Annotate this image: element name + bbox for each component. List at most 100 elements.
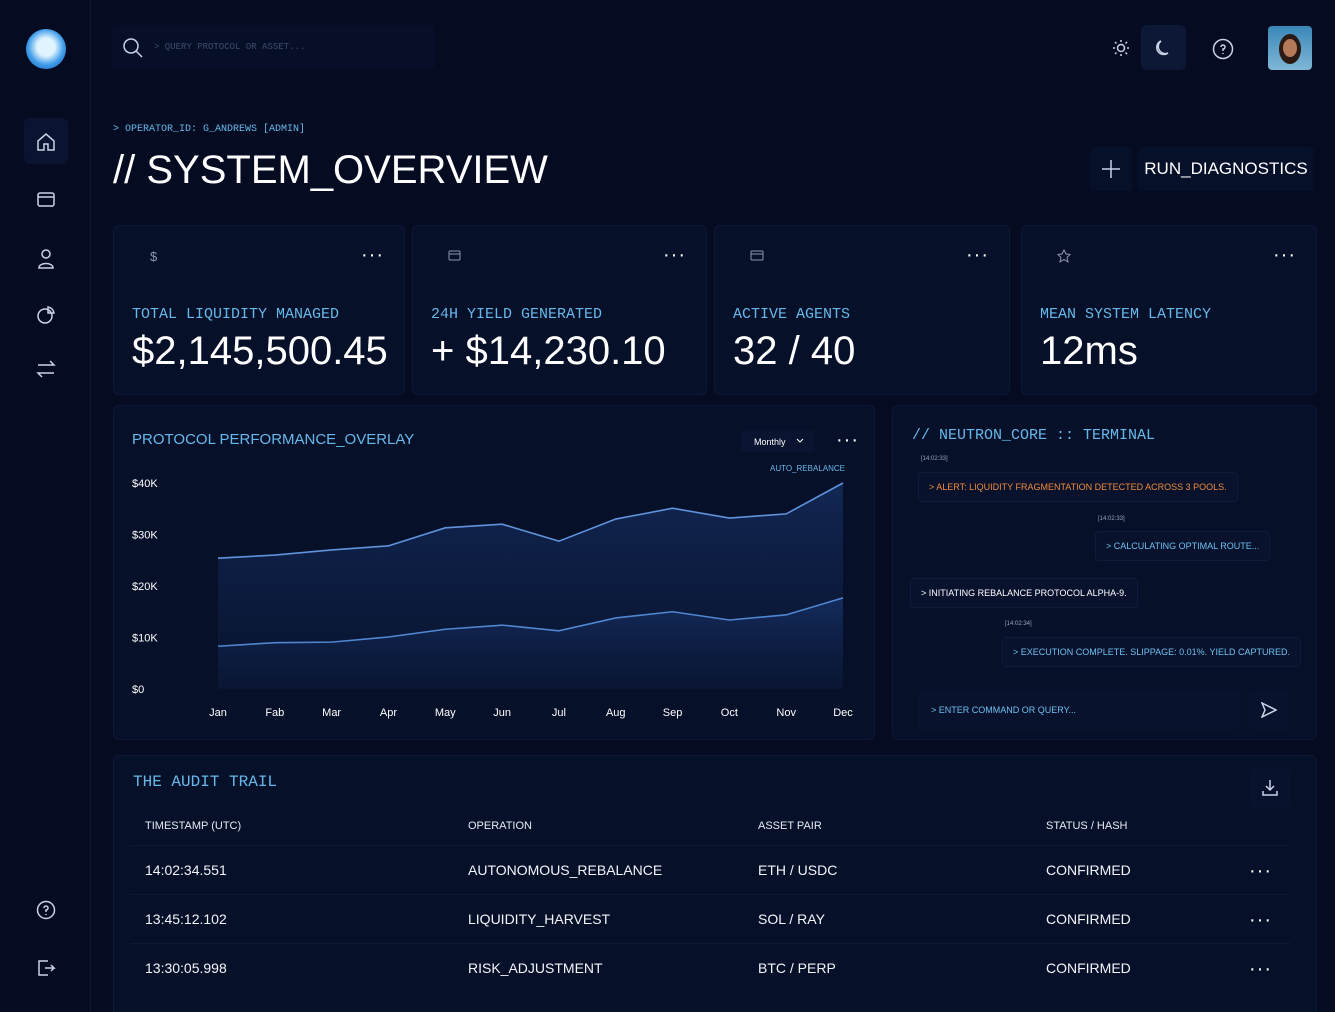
x-tick-label: Jan — [209, 707, 227, 719]
stat-value: + $14,230.10 — [431, 329, 666, 373]
x-tick-label: Dec — [833, 707, 853, 719]
terminal-message: > ALERT: LIQUIDITY FRAGMENTATION DETECTE… — [918, 472, 1238, 502]
y-tick-label: $0 — [132, 684, 144, 696]
table-cell: CONFIRMED — [1046, 960, 1131, 976]
stat-icon — [448, 250, 461, 261]
terminal-message: > EXECUTION COMPLETE. SLIPPAGE: 0.01%. Y… — [1002, 637, 1302, 667]
avatar[interactable] — [1268, 26, 1312, 70]
more-button[interactable]: ··· — [663, 244, 686, 266]
swap-icon[interactable] — [36, 359, 56, 379]
more-button[interactable]: ··· — [361, 244, 384, 266]
more-button: ··· — [836, 429, 859, 451]
x-tick-label: Apr — [380, 707, 397, 719]
stat-icon — [750, 250, 764, 261]
user-icon[interactable] — [36, 248, 56, 270]
add-button[interactable] — [1090, 147, 1132, 191]
stat-label: TOTAL LIQUIDITY MANAGED — [132, 306, 340, 323]
row-menu[interactable]: ··· — [1249, 958, 1272, 980]
table-cell: BTC / PERP — [758, 960, 836, 976]
column-header: ASSET PAIR — [758, 820, 822, 832]
chart-annotation: AUTO_REBALANCE — [770, 464, 845, 473]
dropdown-caret — [796, 438, 804, 443]
row-menu[interactable]: ··· — [1249, 860, 1272, 882]
x-tick-label: Jul — [552, 707, 566, 719]
x-tick-label: May — [435, 707, 456, 719]
x-tick-label: Aug — [606, 707, 626, 719]
send-button[interactable] — [1249, 690, 1289, 730]
more-button[interactable]: ··· — [1273, 244, 1296, 266]
table-cell: RISK_ADJUSTMENT — [468, 960, 603, 976]
y-tick-label: $20K — [132, 581, 158, 593]
stat-card: ··· MEAN SYSTEM LATENCY 12ms — [1021, 225, 1317, 395]
stat-value: 32 / 40 — [733, 329, 856, 373]
table-cell: CONFIRMED — [1046, 911, 1131, 927]
table-cell: CONFIRMED — [1046, 862, 1131, 878]
filter-label: Monthly — [754, 437, 786, 447]
column-header: TIMESTAMP (UTC) — [145, 820, 242, 832]
wallet-icon[interactable] — [36, 189, 56, 209]
help-button[interactable] — [1212, 38, 1234, 60]
y-tick-label: $30K — [132, 530, 158, 542]
audit-panel: THE AUDIT TRAIL — [113, 755, 1317, 1012]
table-cell: ETH / USDC — [758, 862, 838, 878]
x-tick-label: Nov — [776, 707, 796, 719]
row-divider — [130, 845, 1290, 846]
nav-active — [24, 118, 68, 164]
run-diagnostics[interactable]: RUN_DIAGNOSTICS — [1138, 147, 1314, 191]
logo[interactable] — [26, 29, 66, 69]
stat-label: ACTIVE AGENTS — [733, 306, 851, 323]
stat-icon — [1056, 248, 1072, 264]
command-input[interactable]: > ENTER COMMAND OR QUERY... — [918, 690, 1240, 730]
more-button[interactable]: ··· — [966, 244, 989, 266]
stat-label: 24H YIELD GENERATED — [431, 306, 603, 323]
download-button[interactable] — [1250, 768, 1290, 808]
search-box[interactable]: > QUERY PROTOCOL OR ASSET... — [112, 25, 435, 69]
table-cell: LIQUIDITY_HARVEST — [468, 911, 611, 927]
table-cell: 13:45:12.102 — [145, 911, 227, 927]
terminal-title: // NEUTRON_CORE :: TERMINAL — [912, 427, 1156, 444]
row-divider — [130, 943, 1290, 944]
x-tick-label: Oct — [721, 707, 738, 719]
stat-icon: $ — [150, 249, 158, 264]
table-cell: AUTONOMOUS_REBALANCE — [468, 862, 663, 878]
y-tick-label: $10K — [132, 633, 158, 645]
svg-text:$: $ — [150, 249, 158, 264]
logout-icon[interactable] — [36, 958, 56, 978]
stat-card: ··· 24H YIELD GENERATED + $14,230.10 — [412, 225, 707, 395]
y-tick-label: $40K — [132, 478, 158, 490]
chart: PROTOCOL PERFORMANCE_OVERLAY Monthly ··· AU… — [132, 429, 859, 719]
help-icon[interactable] — [36, 900, 56, 920]
x-tick-label: Mar — [322, 707, 341, 719]
table-cell: 14:02:34.551 — [145, 862, 227, 878]
light-mode[interactable] — [1111, 38, 1131, 58]
table-cell: 13:30:05.998 — [145, 960, 227, 976]
chart-title: PROTOCOL PERFORMANCE_OVERLAY — [132, 431, 414, 448]
chart-icon[interactable] — [36, 305, 56, 325]
message-time: [14:02:33] — [921, 456, 948, 462]
home-icon[interactable] — [36, 132, 56, 152]
stat-card: ··· ACTIVE AGENTS 32 / 40 — [714, 225, 1010, 395]
audit-title: THE AUDIT TRAIL — [133, 773, 278, 791]
x-tick-label: Sep — [663, 707, 683, 719]
terminal-message: > INITIATING REBALANCE PROTOCOL ALPHA-9. — [910, 578, 1138, 608]
operator-id: > OPERATOR_ID: G_ANDREWS [ADMIN] — [113, 124, 306, 135]
terminal-message: > CALCULATING OPTIMAL ROUTE... — [1095, 531, 1271, 561]
filter-dropdown[interactable] — [741, 430, 815, 452]
stat-card: $ ··· TOTAL LIQUIDITY MANAGED $2,145,500.45 — [113, 225, 405, 395]
stat-label: MEAN SYSTEM LATENCY — [1040, 306, 1212, 323]
input-placeholder: > ENTER COMMAND OR QUERY... — [931, 705, 1076, 715]
column-header: STATUS / HASH — [1046, 820, 1128, 832]
column-header: OPERATION — [468, 820, 532, 832]
line — [217, 482, 844, 559]
row-divider — [130, 894, 1290, 895]
x-tick-label: Jun — [493, 707, 511, 719]
line — [217, 597, 844, 648]
terminal-panel: // NEUTRON_CORE :: TERMINAL [14:02:33] >… — [892, 405, 1317, 740]
chart-panel: PROTOCOL PERFORMANCE_OVERLAY Monthly ··· AU… — [113, 405, 875, 740]
table-cell: SOL / RAY — [758, 911, 825, 927]
dark-mode[interactable] — [1141, 25, 1186, 70]
row-menu[interactable]: ··· — [1249, 909, 1272, 931]
page-title: // SYSTEM_OVERVIEW — [113, 148, 548, 192]
stat-value: $2,145,500.45 — [132, 329, 388, 373]
